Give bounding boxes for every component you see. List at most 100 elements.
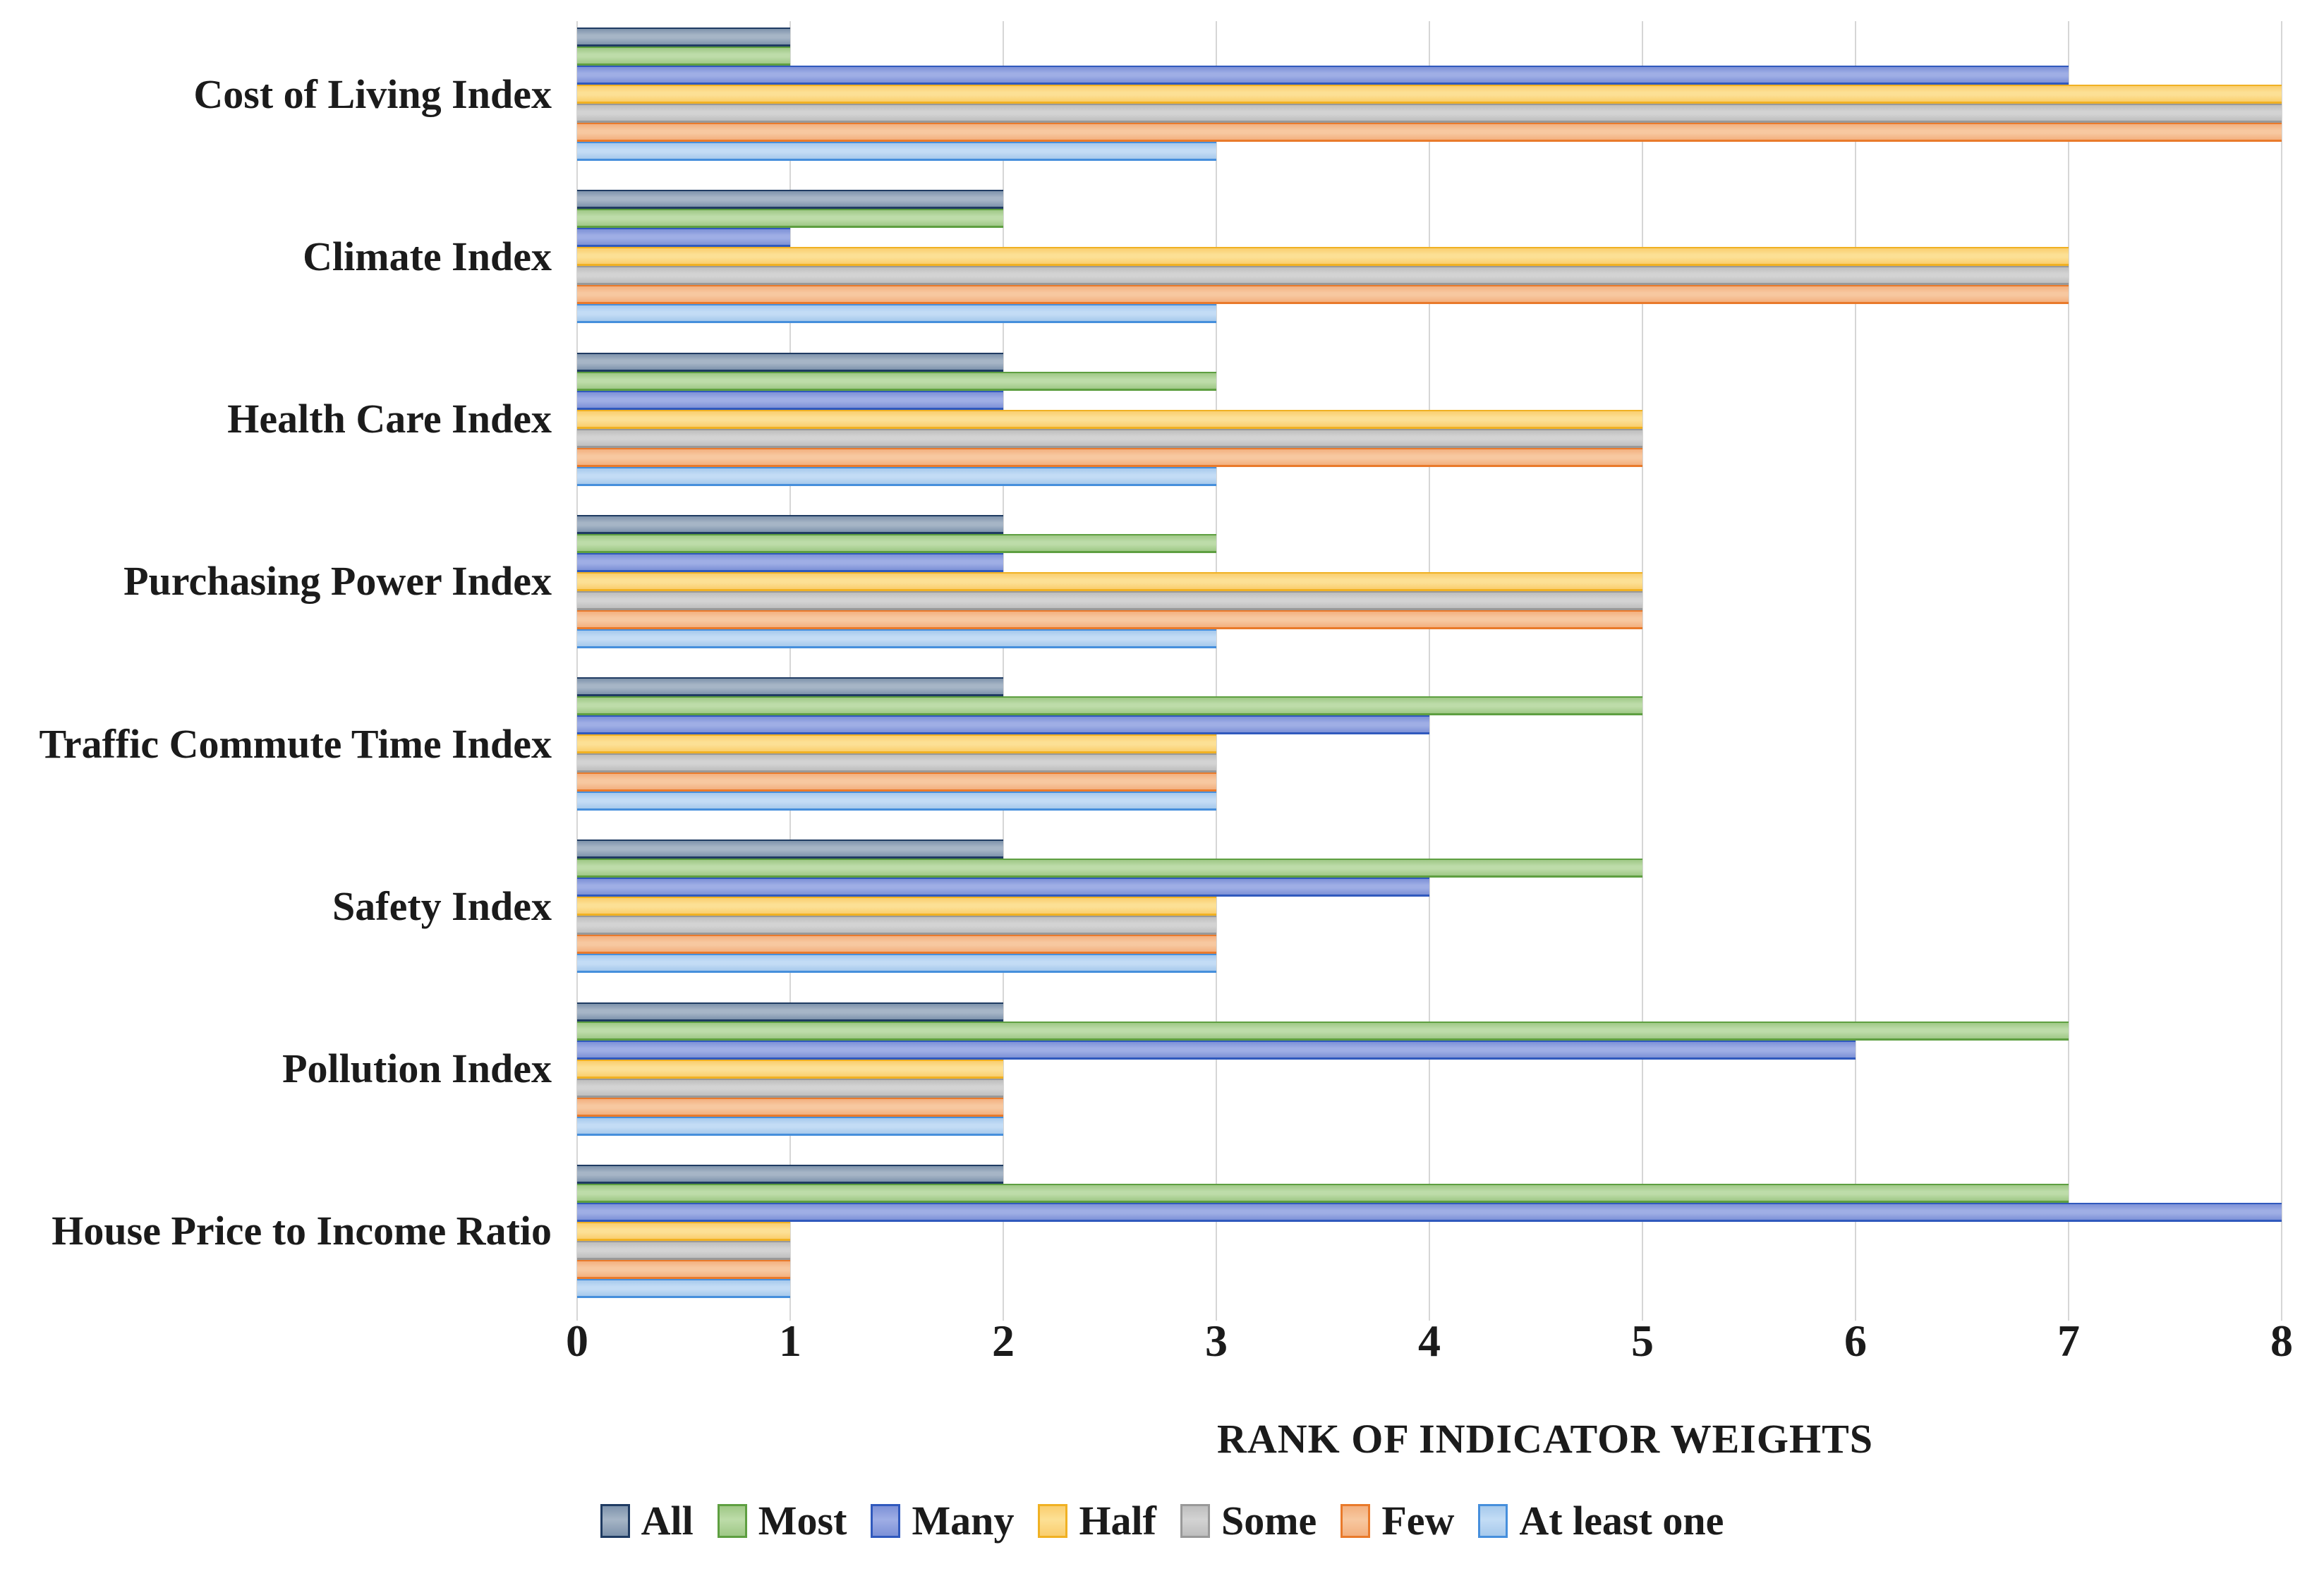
bar-half	[577, 571, 1642, 591]
legend-label: Few	[1381, 1498, 1455, 1544]
bar-most	[577, 696, 1642, 715]
category-label: House Price to Income Ratio	[52, 1208, 552, 1254]
bar-at-least-one	[577, 792, 1216, 811]
bar-at-least-one	[577, 1116, 1003, 1136]
legend-label: All	[641, 1498, 694, 1544]
bar-all	[577, 1164, 1003, 1184]
x-tick-label: 7	[2057, 1316, 2080, 1366]
legend-label: At least one	[1519, 1498, 1724, 1544]
bar-at-least-one	[577, 304, 1216, 324]
x-tick-label: 1	[779, 1316, 801, 1366]
bar-most	[577, 1021, 2069, 1041]
bar-few	[577, 1097, 1003, 1117]
bar-some	[577, 753, 1216, 772]
bar-few	[577, 935, 1216, 954]
gridline-x-0	[576, 21, 578, 1321]
bar-many	[577, 1202, 2282, 1222]
legend-item-at-least-one: At least one	[1478, 1497, 1724, 1544]
x-tick-label: 5	[1631, 1316, 1654, 1366]
bar-many	[577, 228, 790, 248]
x-axis-title: RANK OF INDICATOR WEIGHTS	[1216, 1416, 1874, 1462]
bar-all	[577, 352, 1003, 372]
bar-many	[577, 715, 1429, 734]
bar-half	[577, 247, 2069, 267]
bar-many	[577, 552, 1003, 572]
bar-all	[577, 514, 1003, 534]
gridline-x-4	[1429, 21, 1430, 1321]
bar-some	[577, 428, 1642, 448]
bar-some	[577, 104, 2282, 123]
gridline-x-8	[2281, 21, 2282, 1321]
bar-at-least-one	[577, 1278, 790, 1298]
bar-at-least-one	[577, 142, 1216, 161]
x-tick-label: 0	[566, 1316, 588, 1366]
category-label: Climate Index	[303, 233, 552, 279]
gridline-x-3	[1216, 21, 1217, 1321]
legend-label: Half	[1079, 1498, 1156, 1544]
bar-half	[577, 897, 1216, 916]
bar-some	[577, 590, 1642, 610]
x-tick-label: 6	[1844, 1316, 1867, 1366]
bar-many	[577, 66, 2069, 85]
bar-few	[577, 123, 2282, 142]
x-tick-label: 2	[992, 1316, 1015, 1366]
legend-label: Most	[758, 1498, 847, 1544]
legend-swatch-icon	[1340, 1503, 1371, 1538]
bar-some	[577, 1078, 1003, 1098]
bar-at-least-one	[577, 629, 1216, 648]
bar-some	[577, 916, 1216, 935]
legend: All Most Many Half Some Few At least one	[0, 1497, 2324, 1544]
bar-all	[577, 839, 1003, 859]
bar-at-least-one	[577, 466, 1216, 486]
category-label: Safety Index	[332, 883, 552, 929]
bar-few	[577, 447, 1642, 467]
legend-item-few: Few	[1340, 1497, 1454, 1544]
bar-all	[577, 677, 1003, 696]
bar-half	[577, 409, 1642, 429]
bar-some	[577, 266, 2069, 286]
bar-all	[577, 190, 1003, 210]
bar-many	[577, 878, 1429, 897]
bar-few	[577, 1259, 790, 1279]
bar-most	[577, 1183, 2069, 1203]
legend-item-half: Half	[1038, 1497, 1156, 1544]
bar-at-least-one	[577, 954, 1216, 974]
legend-label: Some	[1221, 1498, 1317, 1544]
category-label: Pollution Index	[282, 1045, 552, 1091]
legend-item-most: Most	[717, 1497, 847, 1544]
gridline-x-1	[789, 21, 791, 1321]
gridline-x-2	[1003, 21, 1004, 1321]
legend-swatch-icon	[871, 1503, 901, 1538]
bar-some	[577, 1240, 790, 1260]
gridline-x-5	[1642, 21, 1643, 1321]
bar-half	[577, 1221, 790, 1241]
legend-swatch-icon	[717, 1503, 747, 1538]
legend-swatch-icon	[1180, 1503, 1210, 1538]
category-label: Health Care Index	[227, 396, 552, 442]
gridline-x-7	[2068, 21, 2069, 1321]
gridline-x-6	[1855, 21, 1856, 1321]
category-label: Purchasing Power Index	[123, 558, 552, 605]
bar-few	[577, 610, 1642, 629]
legend-item-all: All	[600, 1497, 694, 1544]
legend-label: Many	[912, 1498, 1015, 1544]
bar-half	[577, 734, 1216, 753]
bar-half	[577, 85, 2282, 104]
bar-most	[577, 47, 790, 66]
bar-half	[577, 1059, 1003, 1079]
bar-most	[577, 371, 1216, 391]
bar-many	[577, 390, 1003, 410]
bar-few	[577, 772, 1216, 792]
bar-all	[577, 28, 790, 47]
legend-swatch-icon	[600, 1503, 630, 1538]
x-tick-label: 4	[1418, 1316, 1441, 1366]
bar-most	[577, 859, 1642, 878]
bar-all	[577, 1002, 1003, 1022]
category-label: Traffic Commute Time Index	[39, 720, 552, 767]
x-tick-label: 3	[1205, 1316, 1228, 1366]
legend-swatch-icon	[1038, 1503, 1068, 1538]
legend-item-some: Some	[1180, 1497, 1317, 1544]
x-tick-label: 8	[2270, 1316, 2293, 1366]
bar-most	[577, 533, 1216, 553]
